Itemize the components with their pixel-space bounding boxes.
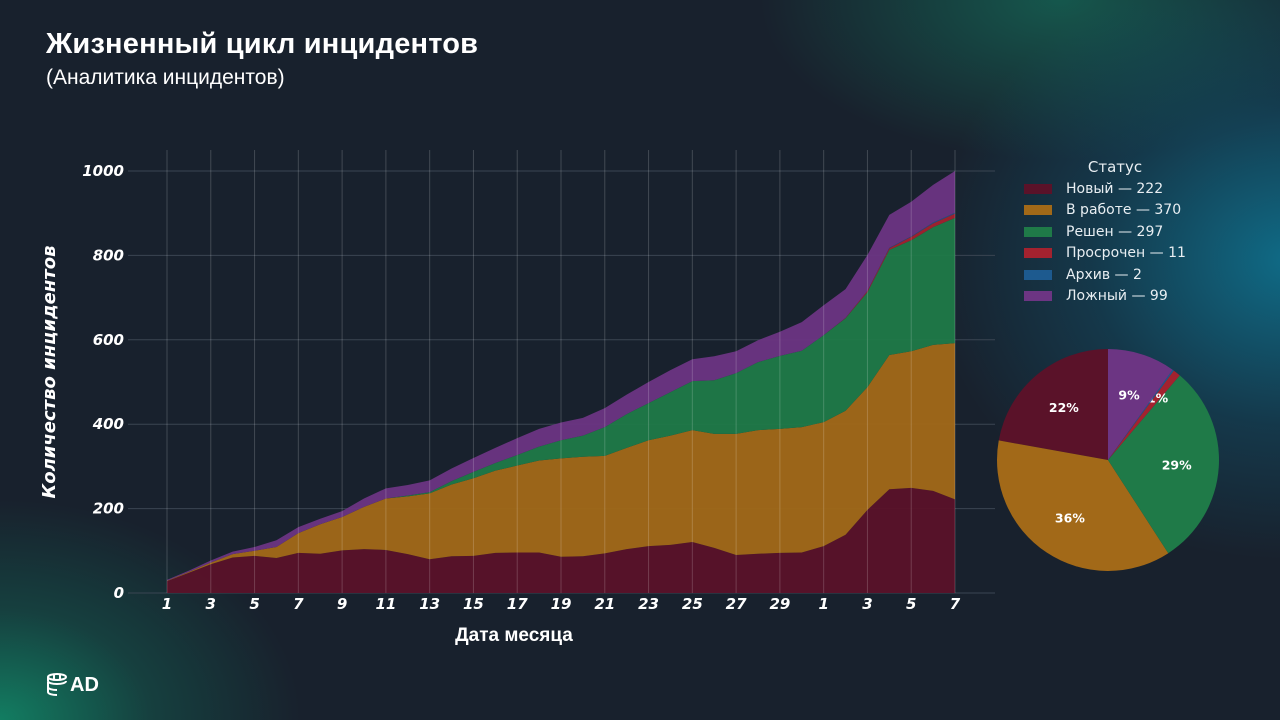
legend-title: Статус xyxy=(1087,158,1143,176)
database-stack-icon xyxy=(47,673,67,696)
pie-slice-in_progress xyxy=(996,440,1169,572)
x-tick-label: 15 xyxy=(463,595,484,613)
area-resolved xyxy=(167,217,955,581)
x-axis-ticks: 1 3 5 7 9 11 13 15 17 19 21 23 25 27 29 1 3 5 7 xyxy=(162,595,961,613)
pie-label: 36% xyxy=(1055,510,1085,525)
x-tick-label: 27 xyxy=(726,595,747,613)
x-tick-label: 19 xyxy=(551,595,572,613)
y-tick-label: 200 xyxy=(93,500,124,518)
x-tick-label: 5 xyxy=(249,595,259,613)
legend-item-in-progress: В работе — 370 xyxy=(1024,200,1186,222)
x-tick-label: 5 xyxy=(906,595,916,613)
x-tick-label: 1 xyxy=(818,595,828,613)
pie-label: 29% xyxy=(1162,457,1192,472)
x-tick-label: 9 xyxy=(337,595,347,613)
company-logo: AD xyxy=(46,672,99,698)
y-axis-title: Количество инцидентов xyxy=(39,246,60,499)
legend-swatch xyxy=(1024,248,1052,259)
x-tick-label: 11 xyxy=(375,595,396,613)
legend-item-overdue: Просрочен — 11 xyxy=(1024,243,1186,265)
legend-label: Архив — 2 xyxy=(1066,266,1142,283)
legend-item-archive: Архив — 2 xyxy=(1024,264,1186,286)
pie-slice-archive xyxy=(1108,369,1174,460)
legend-item-new: Новый — 222 xyxy=(1024,178,1186,200)
y-tick-label: 600 xyxy=(93,331,124,349)
x-tick-label: 25 xyxy=(682,595,703,613)
legend-swatch xyxy=(1024,226,1052,237)
y-axis-ticks: 0 200 400 600 800 1000 xyxy=(82,162,124,602)
pie-slice-resolved xyxy=(1108,375,1219,554)
pie-slice-new xyxy=(998,349,1108,460)
x-tick-label: 3 xyxy=(206,595,216,613)
x-tick-label: 17 xyxy=(507,595,528,613)
legend-swatch xyxy=(1024,183,1052,194)
pie-label: 9% xyxy=(1118,387,1140,402)
x-tick-label: 23 xyxy=(638,595,659,613)
x-tick-label: 7 xyxy=(293,595,304,613)
legend-label: Новый — 222 xyxy=(1066,180,1164,197)
legend-item-resolved: Решен — 297 xyxy=(1024,221,1186,243)
y-tick-label: 0 xyxy=(114,584,124,602)
legend-swatch xyxy=(1024,291,1052,302)
legend-swatch xyxy=(1024,205,1052,216)
pie-slice-false xyxy=(1108,349,1173,460)
x-tick-label: 13 xyxy=(419,595,440,613)
legend-label: Ложный — 99 xyxy=(1066,288,1168,305)
area-new xyxy=(167,487,955,593)
stacked-area-plot xyxy=(167,171,955,593)
logo-text: AD xyxy=(70,673,99,696)
x-axis-title: Дата месяца xyxy=(455,625,573,646)
legend-swatch xyxy=(1024,269,1052,280)
legend-label: Просрочен — 11 xyxy=(1066,245,1186,262)
x-tick-label: 29 xyxy=(769,595,790,613)
area-in_progress xyxy=(167,343,955,582)
pie-slice-overdue xyxy=(1108,370,1180,460)
chart-vertical-grid xyxy=(166,150,956,593)
legend-label: В работе — 370 xyxy=(1066,202,1182,219)
legend-label: Решен — 297 xyxy=(1066,223,1164,240)
status-legend: Статус Новый — 222 В работе — 370 Решен … xyxy=(1024,158,1186,307)
status-pie-chart: 22%36%29%1%9% xyxy=(996,349,1219,572)
y-tick-label: 800 xyxy=(93,246,124,264)
legend-item-false: Ложный — 99 xyxy=(1024,286,1186,308)
x-tick-label: 7 xyxy=(950,595,961,613)
x-tick-label: 21 xyxy=(594,595,615,613)
x-tick-label: 3 xyxy=(862,595,872,613)
pie-label: 22% xyxy=(1049,400,1079,415)
y-tick-label: 1000 xyxy=(82,162,124,180)
page-subtitle: (Аналитика инцидентов) xyxy=(46,66,285,89)
page-title: Жизненный цикл инцидентов xyxy=(46,28,479,60)
x-tick-label: 1 xyxy=(162,595,172,613)
y-tick-label: 400 xyxy=(92,415,124,433)
